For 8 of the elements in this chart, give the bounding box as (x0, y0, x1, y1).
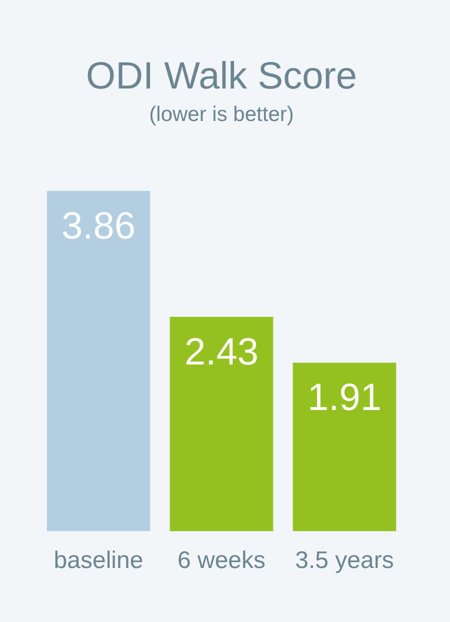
data-label: 3.86 (62, 205, 136, 248)
x-tick-label: baseline (54, 547, 144, 574)
chart-subtitle: (lower is better) (149, 102, 294, 126)
data-label: 1.91 (308, 377, 382, 420)
chart-title: ODI Walk Score (86, 55, 357, 98)
x-tick-label: 3.5 years (295, 547, 394, 574)
x-tick-label: 6 weeks (177, 547, 266, 574)
data-label: 2.43 (184, 331, 258, 374)
